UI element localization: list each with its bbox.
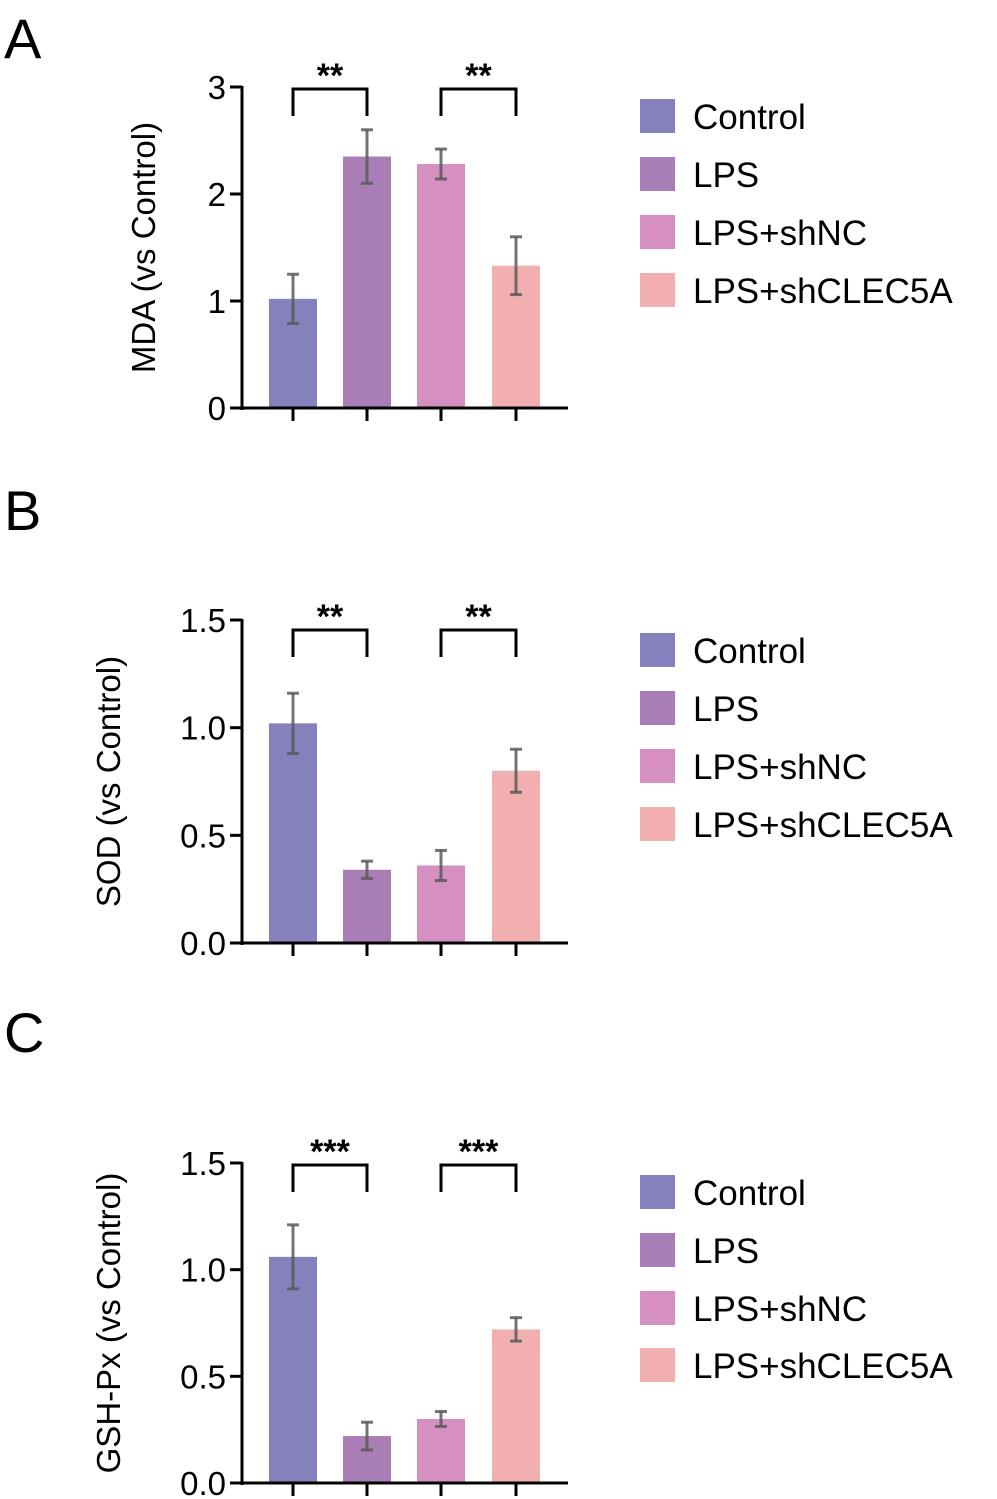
legend-swatch [640, 157, 675, 191]
legend-item: Control [640, 98, 806, 137]
y-tick-label: 1.0 [180, 710, 226, 747]
y-tick-label: 2 [208, 176, 226, 213]
legend-item: LPS+shCLEC5A [640, 272, 953, 311]
legend-label: LPS+shCLEC5A [693, 806, 953, 845]
legend-item: LPS+shNC [640, 1290, 867, 1329]
bar-3 [492, 770, 540, 943]
y-axis-label: SOD (vs Control) [90, 656, 127, 907]
significance-bracket [291, 1163, 369, 1192]
bar-2 [417, 1419, 465, 1483]
significance-bracket [439, 87, 518, 116]
legend-label: LPS+shNC [693, 1290, 867, 1329]
legend-label: LPS [693, 690, 759, 729]
error-bar [435, 147, 447, 181]
legend-swatch [640, 1348, 675, 1382]
legend-swatch [640, 273, 675, 307]
legend-label: LPS+shNC [693, 214, 867, 253]
y-tick-label: 0.0 [180, 925, 226, 962]
legend-swatch [640, 691, 675, 725]
significance-bracket [291, 628, 369, 657]
significance-bracket [291, 87, 369, 116]
error-bar [361, 128, 373, 185]
panel-b: B 0.0 0.5 1.0 1.5 SOD (vs Control) ** ** Control… [4, 479, 953, 962]
y-tick-label: 3 [208, 69, 226, 106]
error-bar [510, 235, 522, 297]
significance-label: *** [459, 1133, 499, 1171]
legend-item: LPS [640, 1232, 759, 1271]
error-bar [435, 1410, 447, 1428]
legend-swatch [640, 99, 675, 133]
panel-letter: A [4, 7, 42, 70]
error-bar [287, 272, 299, 325]
significance-label: ** [465, 598, 492, 636]
legend-item: LPS [640, 690, 759, 729]
y-tick-label: 1.5 [180, 602, 226, 639]
legend-item: LPS+shNC [640, 214, 867, 253]
legend-label: LPS [693, 156, 759, 195]
legend-swatch [640, 807, 675, 841]
legend-swatch [640, 1233, 675, 1267]
bar-0 [269, 1256, 317, 1483]
panel-c: C 0.0 0.5 1.0 1.5 GSH-Px (vs Control) *** *** Co… [4, 1001, 953, 1499]
bar-1 [343, 869, 391, 943]
legend-label: Control [693, 98, 806, 137]
legend-label: LPS+shCLEC5A [693, 1347, 953, 1386]
significance-label: *** [310, 1133, 350, 1171]
error-bar [361, 1420, 373, 1452]
y-axis-label: MDA (vs Control) [125, 122, 162, 373]
legend-item: LPS+shCLEC5A [640, 1347, 953, 1386]
y-axis-label: GSH-Px (vs Control) [90, 1173, 127, 1474]
significance-bracket [439, 1163, 518, 1192]
legend-swatch [640, 1291, 675, 1325]
significance-label: ** [317, 57, 344, 95]
legend-swatch [640, 749, 675, 783]
y-tick-label: 1.0 [180, 1252, 226, 1289]
y-tick-label: 0.5 [180, 1358, 226, 1395]
legend-item: LPS+shCLEC5A [640, 806, 953, 845]
legend-item: LPS [640, 156, 759, 195]
legend-swatch [640, 633, 675, 667]
error-bar [287, 691, 299, 756]
error-bar [510, 747, 522, 794]
bar-1 [343, 156, 391, 408]
bar-2 [417, 164, 465, 408]
y-tick-label: 0 [208, 390, 226, 427]
error-bar [510, 1316, 522, 1343]
bar-0 [269, 723, 317, 943]
legend-label: LPS [693, 1232, 759, 1271]
legend-item: LPS+shNC [640, 748, 867, 787]
significance-label: ** [465, 57, 492, 95]
y-tick-label: 1.5 [180, 1145, 226, 1182]
panel-letter: B [4, 479, 41, 542]
significance-label: ** [317, 598, 344, 636]
legend-label: Control [693, 632, 806, 671]
legend-label: Control [693, 1174, 806, 1213]
legend-swatch [640, 1175, 675, 1209]
y-tick-label: 1 [208, 283, 226, 320]
bar-3 [492, 1329, 540, 1483]
significance-bracket [439, 628, 518, 657]
error-bar [361, 859, 373, 880]
error-bar [287, 1223, 299, 1291]
legend-item: Control [640, 1174, 806, 1213]
panel-letter: C [4, 1001, 44, 1064]
legend-label: LPS+shCLEC5A [693, 272, 953, 311]
legend-item: Control [640, 632, 806, 671]
legend-label: LPS+shNC [693, 748, 867, 787]
panel-a: A 0 1 2 3 MDA (vs Control) ** ** Control LPS LPS+s… [4, 7, 953, 427]
y-tick-label: 0.5 [180, 817, 226, 854]
legend-swatch [640, 215, 675, 249]
y-tick-label: 0.0 [180, 1465, 226, 1499]
error-bar [435, 848, 447, 883]
